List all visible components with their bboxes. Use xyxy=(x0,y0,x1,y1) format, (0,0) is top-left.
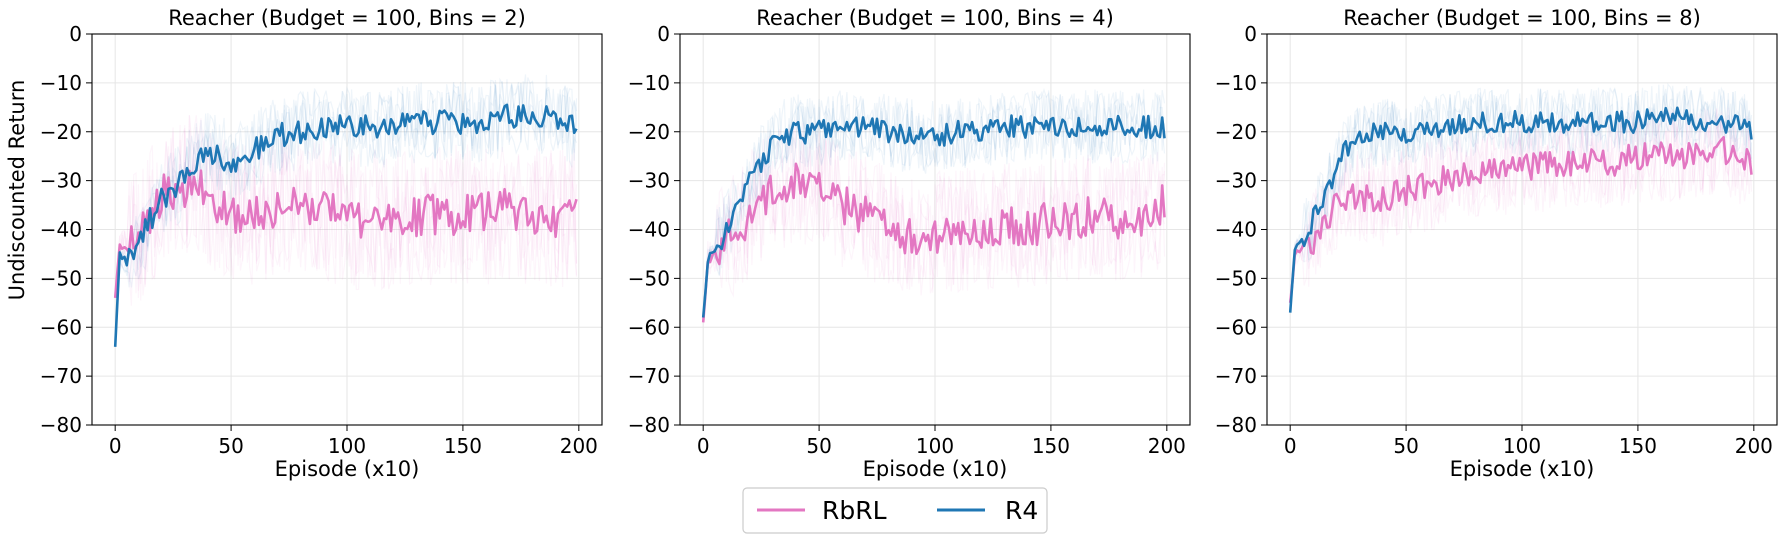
y-tick-label: −30 xyxy=(1215,169,1257,193)
x-axis-label: Episode (x10) xyxy=(1450,457,1595,481)
legend-label-r4: R4 xyxy=(1005,496,1038,525)
y-tick-label: −20 xyxy=(1215,120,1257,144)
series-line-r4 xyxy=(1288,106,1753,313)
x-tick-label: 200 xyxy=(1148,434,1186,458)
series-line-rbrl xyxy=(113,169,578,299)
panel-title: Reacher (Budget = 100, Bins = 2) xyxy=(168,6,526,30)
run-line-rbrl xyxy=(114,115,578,298)
x-tick-label: 150 xyxy=(1032,434,1070,458)
run-line-r4 xyxy=(1289,84,1753,313)
y-tick-label: −60 xyxy=(1215,315,1257,339)
x-tick-label: 0 xyxy=(697,434,710,458)
x-tick-label: 150 xyxy=(1619,434,1657,458)
y-tick-label: −20 xyxy=(628,120,670,144)
run-line-rbrl xyxy=(1289,107,1753,303)
run-line-rbrl xyxy=(702,122,1166,323)
legend: RbRL R4 xyxy=(742,487,1048,534)
run-line-rbrl xyxy=(114,115,578,306)
run-line-r4 xyxy=(114,74,578,347)
run-line-rbrl xyxy=(1289,113,1753,303)
run-line-rbrl xyxy=(1289,110,1753,303)
x-tick-label: 50 xyxy=(806,434,831,458)
panel-2: 0 50 100 150 200 0 −10 −20 −30 −40 −50 −60 −70 −80 Rea… xyxy=(628,6,1191,481)
panel-title: Reacher (Budget = 100, Bins = 8) xyxy=(1343,6,1701,30)
y-tick-label: −80 xyxy=(40,413,82,437)
panels: 0 50 100 150 200 0 −10 −20 −30 −40 −50 −60 −70 −80 Rea… xyxy=(40,6,1778,481)
run-line-r4 xyxy=(1289,82,1753,313)
y-tick-label: −30 xyxy=(40,169,82,193)
y-tick-label: −70 xyxy=(40,364,82,388)
run-line-r4 xyxy=(114,82,578,347)
x-axis-label: Episode (x10) xyxy=(275,457,420,481)
legend-label-rbrl: RbRL xyxy=(822,496,887,525)
y-tick-label: −50 xyxy=(40,266,82,290)
y-tick-label: −50 xyxy=(1215,266,1257,290)
run-line-rbrl xyxy=(1289,108,1753,303)
y-tick-label: −70 xyxy=(628,364,670,388)
x-tick-label: 50 xyxy=(1393,434,1418,458)
run-line-r4 xyxy=(702,89,1166,318)
series-line-r4 xyxy=(701,114,1166,318)
x-tick-label: 150 xyxy=(444,434,482,458)
y-tick-label: −40 xyxy=(628,218,670,242)
x-axis-label: Episode (x10) xyxy=(863,457,1008,481)
y-tick-label: −80 xyxy=(1215,413,1257,437)
y-tick-label: −40 xyxy=(1215,218,1257,242)
x-tick-label: 200 xyxy=(1735,434,1773,458)
x-tick-label: 100 xyxy=(328,434,366,458)
y-tick-label: −80 xyxy=(628,413,670,437)
y-tick-label: −70 xyxy=(1215,364,1257,388)
x-tick-label: 100 xyxy=(916,434,954,458)
x-tick-label: 200 xyxy=(560,434,598,458)
y-tick-label: −60 xyxy=(628,315,670,339)
run-line-r4 xyxy=(702,89,1166,318)
panel-3: 0 50 100 150 200 0 −10 −20 −30 −40 −50 −60 −70 −80 Rea… xyxy=(1215,6,1778,481)
y-tick-label: −50 xyxy=(628,266,670,290)
y-tick-label: −40 xyxy=(40,218,82,242)
series-line-r4 xyxy=(113,103,578,347)
x-tick-label: 0 xyxy=(109,434,122,458)
series-line-rbrl xyxy=(701,162,1166,323)
y-tick-label: 0 xyxy=(1244,22,1257,46)
legend-frame xyxy=(742,487,1048,534)
run-line-rbrl xyxy=(702,122,1166,323)
run-line-rbrl xyxy=(702,134,1166,323)
y-tick-label: −10 xyxy=(628,71,670,95)
x-tick-label: 50 xyxy=(218,434,243,458)
y-axis-label: Undiscounted Return xyxy=(5,80,29,301)
y-tick-label: −30 xyxy=(628,169,670,193)
y-tick-label: −10 xyxy=(40,71,82,95)
x-tick-label: 0 xyxy=(1284,434,1297,458)
run-line-rbrl xyxy=(114,115,578,298)
series-line-rbrl xyxy=(1288,136,1753,303)
y-tick-label: 0 xyxy=(69,22,82,46)
run-line-r4 xyxy=(702,87,1165,318)
y-tick-label: −20 xyxy=(40,120,82,144)
y-tick-label: −10 xyxy=(1215,71,1257,95)
y-tick-label: 0 xyxy=(657,22,670,46)
panel-title: Reacher (Budget = 100, Bins = 4) xyxy=(756,6,1114,30)
x-tick-label: 100 xyxy=(1503,434,1541,458)
y-tick-label: −60 xyxy=(40,315,82,339)
panel-1: 0 50 100 150 200 0 −10 −20 −30 −40 −50 −60 −70 −80 Rea… xyxy=(40,6,603,481)
